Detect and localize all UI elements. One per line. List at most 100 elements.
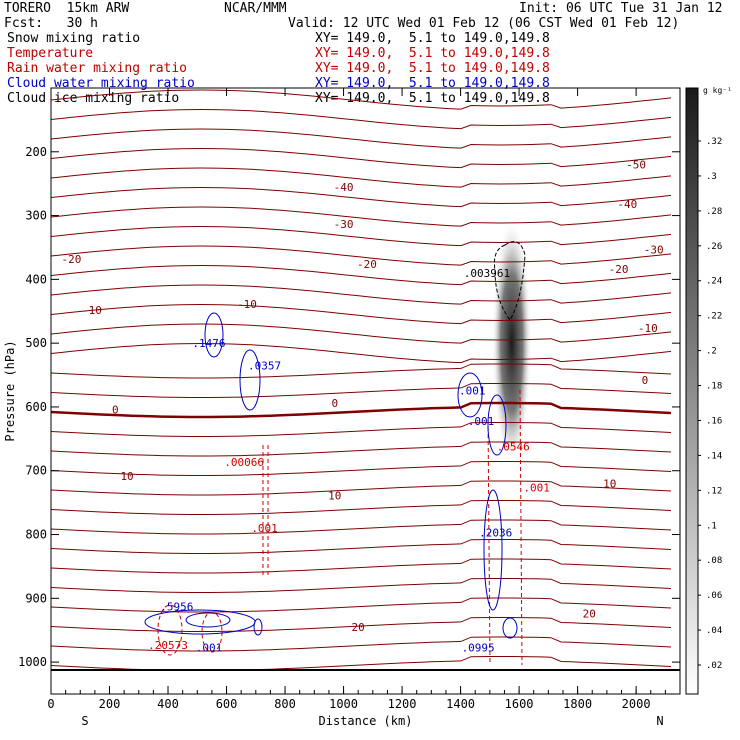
isotherm-line	[50, 656, 672, 671]
model-title: TORERO 15km ARW	[4, 1, 130, 16]
colorbar-tick-label: .1	[706, 521, 717, 531]
field-name-cloud-ice: Cloud ice mixing ratio	[7, 91, 180, 106]
rain-contour	[262, 445, 269, 575]
temperature-contour-label: 10	[120, 470, 133, 483]
temperature-contour-label: 20	[583, 608, 596, 621]
temperature-contour-label: 0	[112, 403, 119, 416]
max-value-label: .001	[251, 522, 278, 535]
temperature-contour-label: 20	[352, 621, 365, 634]
temperature-contour-label: -10	[82, 304, 102, 317]
x-tick-label: 1200	[388, 697, 417, 711]
x-tick-label: 1400	[446, 697, 475, 711]
isotherm-line	[50, 342, 672, 364]
temperature-contour-label: -10	[237, 298, 257, 311]
x-tick-label: 2000	[622, 697, 651, 711]
cloud-water-contour	[204, 312, 224, 358]
colorbar-tick-label: .16	[706, 416, 722, 426]
field-xy-cloud-water: XY= 149.0, 5.1 to 149.0,149.8	[315, 76, 550, 91]
init-time: Init: 06 UTC Tue 31 Jan 12	[519, 1, 723, 16]
temperature-contour-label: 10	[603, 477, 616, 490]
forecast-hour: Fcst: 30 h	[4, 16, 98, 31]
isotherm-line	[50, 363, 672, 379]
field-name-cloud-water: Cloud water mixing ratio	[7, 76, 195, 91]
cloud-water-contour	[502, 617, 518, 639]
max-value-label: .0357	[248, 359, 281, 372]
colorbar-tick-label: .02	[706, 661, 722, 671]
colorbar-tick-label: .3	[706, 172, 717, 182]
x-axis-title: Distance (km)	[319, 714, 413, 728]
temperature-contour-label: -40	[334, 181, 354, 194]
temperature-contour-label: -50	[626, 159, 646, 172]
isotherm-line	[50, 578, 672, 593]
field-name-rain: Rain water mixing ratio	[7, 61, 188, 76]
max-value-label: .1476	[192, 337, 225, 350]
x-tick-label: 400	[157, 697, 179, 711]
isotherm-line	[50, 441, 672, 457]
temperature-contour-label: -30	[334, 218, 354, 231]
isotherm-line	[50, 89, 672, 110]
temperature-contour-label: -20	[357, 258, 377, 271]
colorbar-tick-label: .06	[706, 591, 722, 601]
max-value-label: .0546	[497, 440, 530, 453]
isotherm-line	[50, 539, 672, 554]
field-name-snow: Snow mixing ratio	[7, 31, 141, 46]
y-tick-label: 600	[25, 400, 47, 414]
snow-mixing-ratio-shading	[491, 205, 532, 456]
x-end-label-right: N	[656, 714, 663, 728]
cloud-water-contour	[457, 372, 483, 418]
colorbar-tick-label: .28	[706, 207, 722, 217]
isotherm-line	[50, 461, 672, 476]
isotherm-line	[50, 206, 672, 227]
max-value-label: .003961	[464, 267, 510, 280]
y-axis-title: Pressure (hPa)	[3, 340, 17, 441]
isotherm-line	[50, 225, 672, 247]
y-tick-label: 200	[25, 145, 47, 159]
colorbar-tick-label: .24	[706, 277, 722, 287]
isotherm-line	[50, 108, 672, 130]
rain-contour	[201, 611, 223, 653]
temperature-contour-label: 0	[642, 374, 649, 387]
colorbar-tick-label: .22	[706, 312, 722, 322]
cloud-water-contour	[483, 489, 503, 611]
temperature-contour-label: 10	[328, 490, 341, 503]
field-xy-temperature: XY= 149.0, 5.1 to 149.0,149.8	[315, 46, 550, 61]
isotherm-line	[50, 284, 672, 305]
temperature-contour-label: -30	[644, 243, 664, 256]
max-value-label: .20573	[148, 639, 188, 652]
center-title: NCAR/MMM	[224, 1, 287, 16]
x-tick-label: 200	[99, 697, 121, 711]
y-tick-label: 300	[25, 209, 47, 223]
max-value-label: .001	[196, 641, 223, 654]
cloud-water-contour	[185, 612, 231, 628]
x-end-label-left: S	[81, 714, 88, 728]
colorbar-tick-label: .18	[706, 382, 722, 392]
isotherm-line	[50, 128, 672, 149]
colorbar-unit: g kg⁻¹	[703, 86, 732, 95]
max-value-label: .001	[523, 481, 550, 494]
x-tick-label: 0	[47, 697, 54, 711]
isotherm-line	[50, 558, 672, 574]
isotherm-line	[50, 617, 672, 632]
temperature-contour-label: -20	[609, 263, 629, 276]
x-tick-label: 1800	[563, 697, 592, 711]
cloud-water-contour	[239, 349, 261, 411]
y-tick-label: 400	[25, 272, 47, 286]
isotherm-line	[50, 636, 672, 652]
isotherm-line	[50, 167, 672, 188]
isotherm-line	[50, 303, 672, 325]
colorbar-tick-label: .04	[706, 626, 722, 636]
isotherm-line	[50, 597, 672, 613]
y-tick-label: 900	[25, 591, 47, 605]
max-value-label: .0995	[462, 641, 495, 654]
colorbar	[685, 87, 699, 695]
y-tick-label: 800	[25, 528, 47, 542]
max-value-label: .5956	[160, 601, 193, 614]
isotherm-line	[50, 480, 672, 496]
y-tick-label: 1000	[18, 655, 47, 669]
rain-contour	[487, 389, 523, 666]
isotherm-line	[50, 401, 672, 419]
colorbar-tick-label: .08	[706, 556, 722, 566]
x-tick-label: 1600	[505, 697, 534, 711]
y-tick-label: 500	[25, 336, 47, 350]
